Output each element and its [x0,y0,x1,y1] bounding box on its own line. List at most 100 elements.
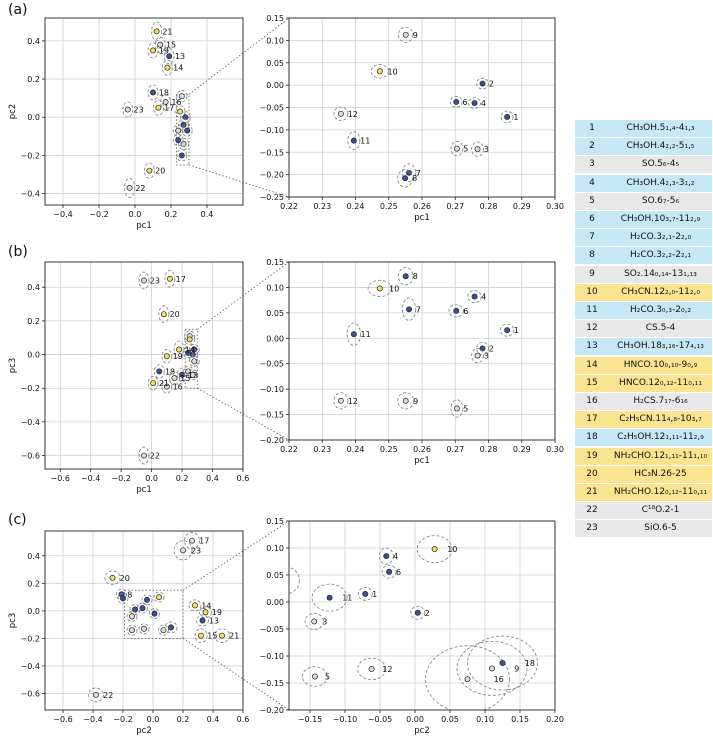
panel-2-y-tick-label: 0.15 [266,14,284,23]
panel-4-x-tick-label: 0.23 [313,445,331,454]
panel-1-uncertainty-ring [151,21,163,42]
panel-4-point-label: 2 [489,344,494,353]
panel-2-y-tick-label: 0.05 [266,59,284,68]
panel-5-point [139,605,146,612]
panel-3-uncertainty-ring [138,446,150,465]
legend-number: 16 [586,396,598,406]
panel-4-y-tick-label: 0.15 [266,258,284,267]
panel-6-y-tick-label: 0.00 [266,598,284,607]
panel-5-uncertainty-ring [199,606,212,619]
panel-4-point-7 [406,306,412,313]
legend-row-3: 3 SO.5₆-4₅ [575,156,712,174]
panel-4-x-tick-label: 0.30 [546,445,564,454]
panel-4-point-5 [453,405,460,412]
panel-3-uncertainty-ring [161,379,173,394]
panel-3-point-label: 19 [173,352,183,361]
panel-6-point-label: 12 [382,665,392,674]
legend-species: NH₂CHO.12₀,₁₂-11₀,₁₁ [613,487,708,497]
legend-row-15: 15 HNCO.12₀,₁₂-11₀,₁₁ [575,374,712,392]
panel-2-uncertainty-ring [397,26,414,43]
panel-5-point-17 [189,537,195,544]
panel-3-point-label: 14 [185,346,195,355]
panel-2-uncertainty-ring [500,110,514,124]
panel-5-point-23 [180,547,186,554]
panel-3-point-label: 15 [180,374,190,383]
panel-1-point-label: 14 [173,64,183,73]
panel-2-y-tick-label: 0.00 [266,81,284,90]
panel-1-uncertainty-ring [152,99,164,116]
legend-number: 22 [586,505,598,516]
panel-5-uncertainty-ring [153,591,165,603]
legend-number: 17 [586,414,598,425]
panel-4-y-tick-label: 0.00 [266,334,284,343]
panel-5-uncertainty-ring [214,628,230,643]
panel-3-point-label: 13 [188,371,198,380]
panel-1-point-label: 20 [155,167,165,176]
panel-3-point [185,349,192,356]
panel-1-x-tick-label: 0.2 [165,210,178,219]
panel-4-point-12 [337,397,344,404]
panel-6-point-10 [431,546,438,553]
panel-2-uncertainty-ring [347,131,361,151]
panel-6-point-9 [489,665,495,672]
panel-5-x-tick-label: 0.4 [207,715,220,724]
panel-1-point-18 [150,89,156,96]
legend-species: C₂H₅CN.11₄,₈-10₃,₇ [619,414,702,425]
panel-6-uncertainty-ring [425,645,510,710]
panel-6-point-6 [386,568,393,575]
panel-1-point-label: 13 [175,52,185,61]
legend-number: 7 [589,232,595,243]
legend-row-8: 8 H₂CO.3₂,₂-2₂,₁ [575,247,712,265]
panel-1-point-label: 18 [159,88,169,97]
panel-5-y-tick-label: −0.4 [21,662,40,671]
panel-1-uncertainty-ring [176,149,188,162]
panel-6-uncertainty-ring [378,547,394,565]
panel-2-x-tick-label: 0.29 [513,202,531,211]
panel-2-points [333,26,514,188]
legend-number: 23 [586,523,598,534]
panel-2-x-tick-label: 0.22 [280,202,298,211]
panel-1-uncertainty-ring [174,105,186,118]
legend-species: H₂CO.3₀,₃-2₀,₂ [629,305,692,315]
panel-4-uncertainty-ring [346,322,361,346]
legend-species: C¹⁸O.2-1 [641,505,680,516]
panel-6-point-18 [499,660,506,666]
panel-1-point-23 [124,106,131,113]
panel-5-point-15 [198,632,204,639]
legend-species: CH₃OH.5₁,₄-4₁,₃ [626,123,695,133]
panel-2-x-tick-label: 0.28 [480,202,498,211]
panel-1-point-15 [157,41,164,48]
panel-2-point-5 [453,145,460,152]
legend-row-21: 21 NH₂CHO.12₀,₁₂-11₀,₁₁ [575,484,712,501]
panel-2-point-11 [350,137,357,144]
panel-3-x-axis-label: pc1 [136,485,151,495]
panel-5-uncertainty-ring [149,608,160,620]
panel-6-uncertainty-ring [416,535,453,564]
panel-4-y-tick-label: −0.20 [259,436,284,445]
panel-6-point-16 [464,676,471,683]
panel-1-y-axis-label: pc2 [8,104,18,119]
panel-5-uncertainty-ring [117,593,129,604]
panel-5-x-tick-label: 0.2 [177,715,190,724]
panel-5-point-label: 14 [201,601,211,610]
panel-2-point-8 [402,175,408,182]
panel-4-y-tick-label: 0.10 [266,283,284,292]
panel-6-point-11 [326,594,333,601]
panel-1-uncertainty-ring [160,93,172,111]
panel-3-x-tick-label: 0.0 [145,474,158,483]
panel-5-point [151,610,158,617]
panel-2-x-tick-label: 0.24 [347,202,365,211]
legend-row-12: 12 CS.5-4 [575,320,712,338]
panel-5-x-axis-label: pc2 [136,726,151,736]
panel-2-point-label: 2 [489,80,494,89]
panel-5-point-14 [192,602,198,609]
panel-1-uncertainty-ring [179,111,191,124]
legend-row-20: 20 HC₃N.26-25 [575,465,712,483]
panel-5-uncertainty-ring [194,628,208,643]
panel-6-point-4 [383,553,390,560]
panel-5-uncertainty-ring [126,610,138,622]
panel-letter: (c) [8,512,27,528]
legend-number: 5 [589,195,595,206]
panel-1-point-22 [126,184,133,191]
legend-row-2: 2 CH₃OH.4₂,₂-5₁,₅ [575,138,712,156]
